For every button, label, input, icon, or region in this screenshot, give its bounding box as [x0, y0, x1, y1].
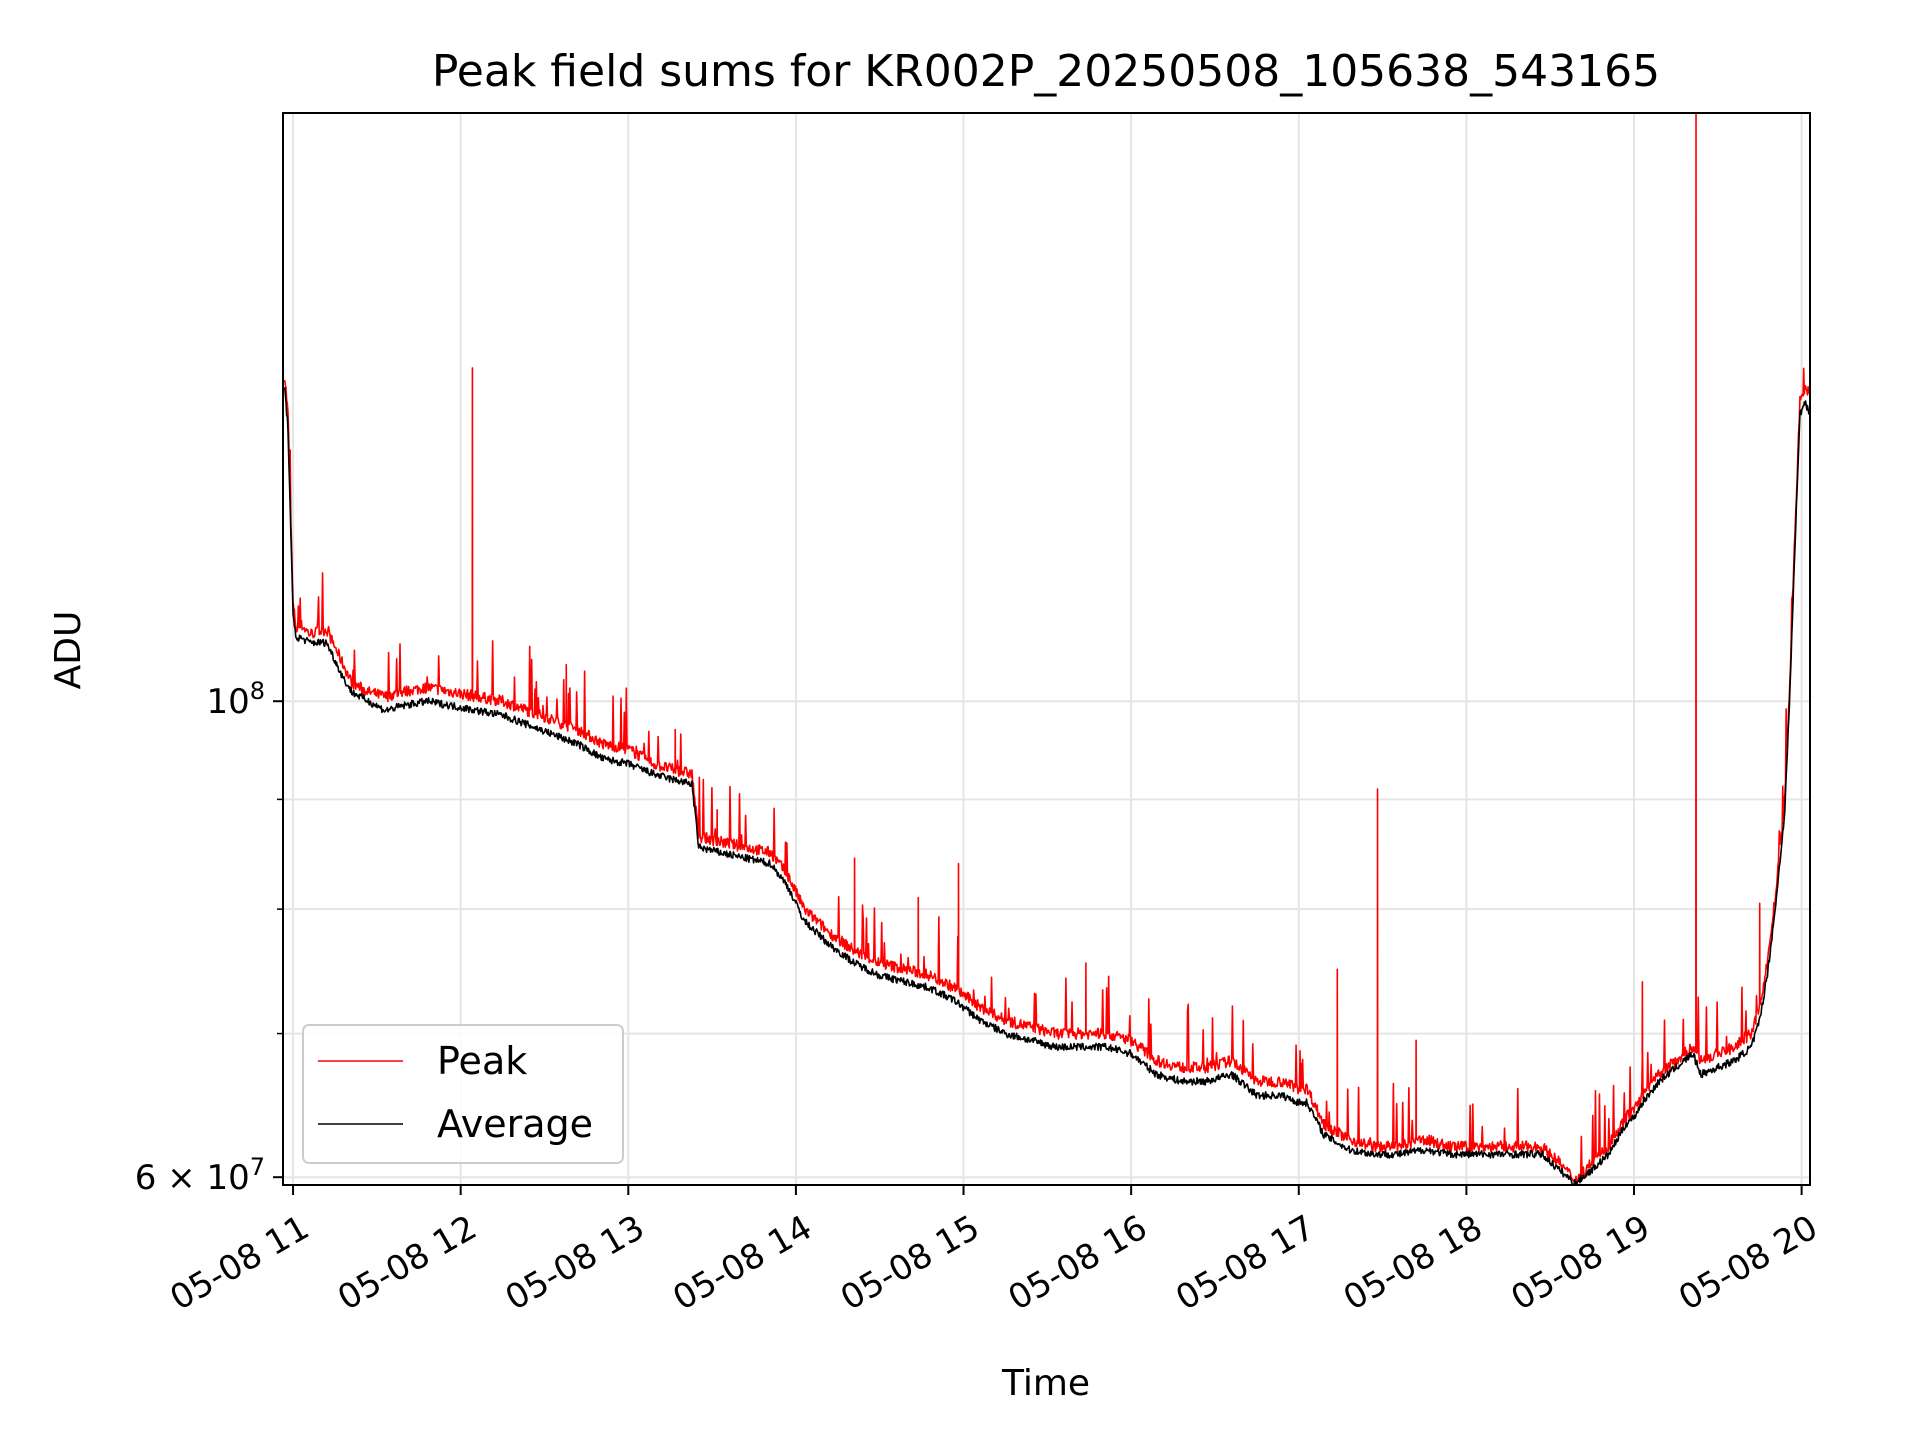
- series-average-line: [283, 387, 1811, 1186]
- series-layer: [283, 112, 1811, 1186]
- legend-label-peak: Peak: [437, 1039, 527, 1083]
- y-tick-label: 6 × 107: [135, 1153, 265, 1198]
- plot-frame: [282, 112, 1811, 1186]
- legend-label-average: Average: [437, 1102, 593, 1146]
- legend: Peak Average: [302, 1024, 624, 1164]
- series-peak-line: [283, 112, 1811, 1185]
- x-axis-label: Time: [1001, 1363, 1090, 1404]
- legend-box: [302, 1024, 624, 1164]
- y-axis-label: ADU: [48, 611, 89, 690]
- plot-area: [283, 113, 1810, 1185]
- y-tick-label: 108: [206, 677, 265, 722]
- chart-title: Peak field sums for KR002P_20250508_1056…: [432, 46, 1660, 97]
